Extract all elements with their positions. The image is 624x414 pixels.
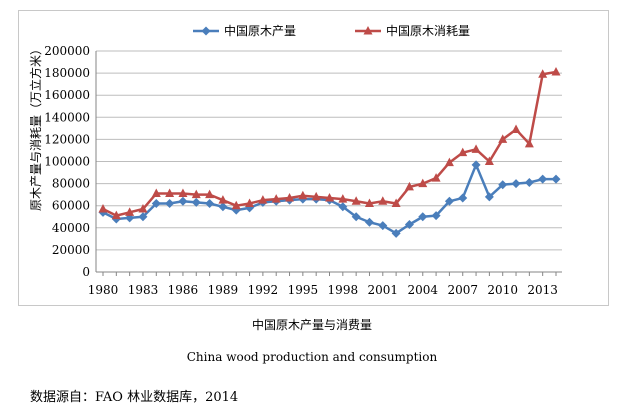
data-point-diamond (471, 160, 481, 170)
data-point-diamond (431, 211, 441, 221)
data-point-triangle (245, 198, 255, 207)
data-point-triangle (111, 210, 121, 220)
y-tick-label: 140000 (44, 110, 90, 124)
legend-label: 中国原木产量 (224, 23, 296, 38)
data-point-triangle (404, 181, 414, 191)
data-point-triangle (484, 156, 494, 165)
legend-marker-triangle (363, 26, 373, 35)
data-point-diamond (205, 198, 215, 208)
data-point-triangle (471, 144, 481, 153)
data-point-triangle (165, 188, 175, 198)
data-point-diamond (498, 180, 508, 190)
data-point-diamond (524, 177, 534, 187)
data-point-triangle (444, 157, 454, 167)
x-tick-label: 1992 (248, 283, 279, 297)
data-point-triangle (191, 189, 201, 199)
y-tick-label: 120000 (44, 132, 90, 146)
data-point-diamond (364, 217, 374, 227)
x-tick-label: 2013 (527, 283, 558, 297)
y-tick-label: 40000 (52, 221, 90, 235)
data-point-diamond (391, 228, 401, 238)
data-point-diamond (138, 212, 148, 222)
line-chart: 0 20000 40000 60000 80000 100000 120000 140000 1… (28, 23, 562, 297)
data-point-diamond (418, 212, 428, 222)
data-point-triangle (98, 204, 108, 213)
data-point-diamond (538, 174, 548, 184)
data-point-triangle (418, 178, 428, 188)
data-point-triangle (151, 188, 161, 198)
data-point-triangle (125, 207, 135, 216)
x-tick-label: 2010 (487, 283, 518, 297)
data-point-triangle (138, 204, 148, 213)
y-tick-label: 80000 (52, 177, 90, 191)
data-point-triangle (538, 69, 548, 78)
y-tick-label: 180000 (44, 66, 90, 80)
data-point-diamond (551, 174, 561, 184)
y-tick-label: 60000 (52, 199, 90, 213)
data-point-diamond (351, 212, 361, 222)
data-point-triangle (231, 200, 241, 210)
data-point-diamond (151, 198, 161, 208)
data-point-triangle (551, 66, 561, 76)
data-point-triangle (285, 192, 295, 202)
data-point-triangle (338, 194, 348, 203)
data-point-triangle (511, 124, 521, 133)
data-point-triangle (431, 173, 441, 182)
x-tick-label: 2004 (407, 283, 438, 297)
data-point-triangle (458, 147, 468, 157)
y-tick-label: 20000 (52, 243, 90, 257)
x-tick-label: 1995 (288, 283, 319, 297)
data-point-triangle (271, 194, 281, 203)
data-point-diamond (444, 196, 454, 206)
series (98, 66, 561, 238)
chart-frame (18, 10, 609, 306)
data-point-diamond (511, 179, 521, 189)
y-tick-label: 100000 (44, 155, 90, 169)
data-point-diamond (178, 196, 188, 206)
data-point-triangle (364, 198, 374, 207)
data-point-triangle (325, 192, 334, 202)
x-tick-label: 1989 (208, 283, 239, 297)
data-point-triangle (391, 198, 401, 207)
data-point-triangle (351, 196, 361, 205)
x-tick-label: 1983 (128, 283, 159, 297)
x-tick-label: 2007 (447, 283, 478, 297)
data-point-triangle (498, 134, 508, 143)
legend-marker-diamond (201, 26, 211, 36)
chart-caption-chinese: 中国原木产量与消费量 (251, 318, 372, 332)
data-point-triangle (218, 195, 228, 204)
data-point-diamond (191, 197, 201, 207)
y-tick-label: 0 (82, 265, 90, 279)
data-source-note: 数据源自：FAO 林业数据库，2014 (30, 390, 239, 405)
x-tick-label: 1986 (168, 283, 199, 297)
data-point-triangle (205, 189, 215, 199)
data-point-diamond (404, 219, 414, 229)
gridlines (96, 50, 562, 273)
legend-label: 中国原木消耗量 (386, 23, 470, 38)
data-point-triangle (258, 195, 268, 204)
data-point-diamond (458, 193, 468, 203)
data-point-triangle (178, 188, 188, 198)
data-point-triangle (524, 138, 534, 148)
data-point-triangle (311, 191, 321, 201)
data-point-diamond (218, 202, 228, 212)
data-point-diamond (338, 202, 348, 212)
data-point-diamond (484, 192, 494, 202)
data-point-triangle (298, 190, 308, 200)
data-point-triangle (378, 196, 388, 205)
legend: 中国原木产量 中国原木消耗量 (193, 23, 470, 38)
chart-caption-english: China wood production and consumption (186, 350, 438, 364)
y-tick-label: 200000 (44, 44, 90, 58)
x-tick-label: 1998 (328, 283, 359, 297)
y-tick-label: 160000 (44, 88, 90, 102)
data-point-diamond (165, 198, 175, 208)
x-tick-label: 1980 (88, 283, 119, 297)
y-axis-label: 原木产量与消耗量（万立方米） (28, 43, 43, 211)
data-point-diamond (378, 221, 388, 231)
axes: 0 20000 40000 60000 80000 100000 120000 140000 1… (44, 44, 562, 297)
x-tick-label: 2001 (368, 283, 399, 297)
